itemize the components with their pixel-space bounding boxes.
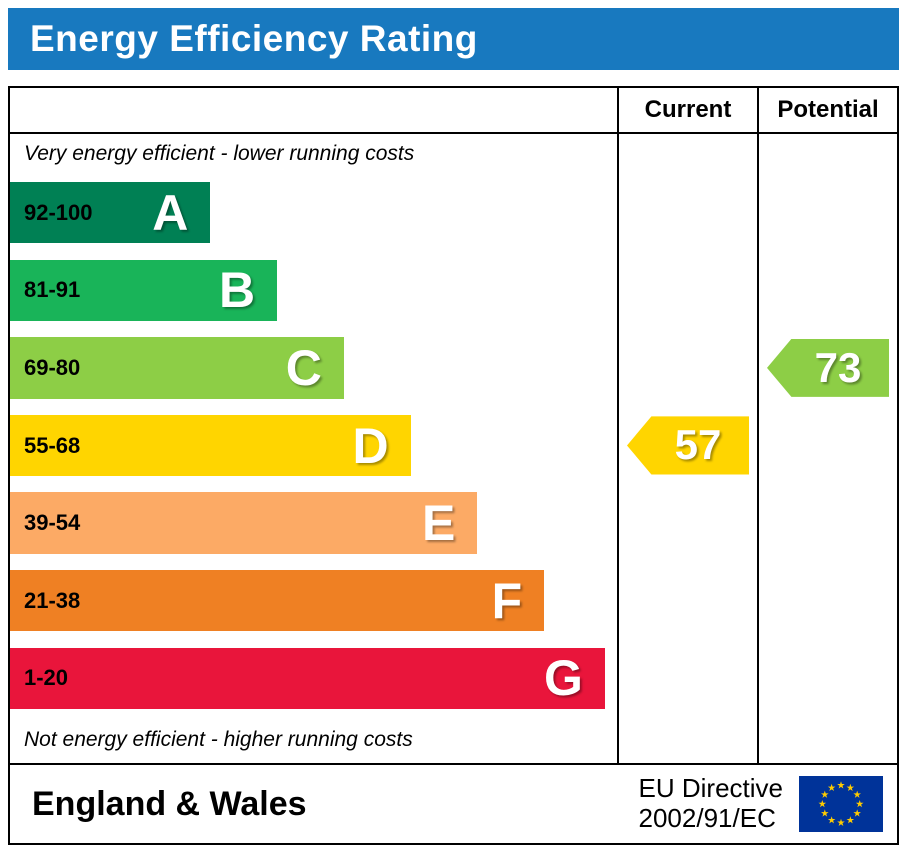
current-column-spacer-top: [619, 134, 757, 174]
band-letter: G: [543, 650, 583, 707]
current-column: 57: [619, 134, 759, 763]
band-bar-e: 39-54 E: [10, 492, 478, 554]
rating-bands: 92-100 A 81-91 B 69-80 C: [10, 174, 617, 717]
potential-column-spacer-bottom: [759, 717, 897, 763]
band-range: 21-38: [24, 587, 81, 613]
eu-directive-text: EU Directive 2002/91/EC: [638, 773, 783, 834]
band-letter: D: [352, 417, 389, 474]
band-letter: A: [152, 184, 189, 241]
band-bar-g: 1-20 G: [10, 647, 605, 709]
band-row-c: 69-80 C: [10, 329, 617, 407]
current-arrow-zone: 57: [619, 174, 757, 717]
potential-column-header: Potential: [759, 88, 897, 134]
eu-directive-line2: 2002/91/EC: [638, 803, 776, 833]
band-letter: B: [218, 262, 256, 319]
band-row-a: 92-100 A: [10, 174, 617, 252]
band-letter: C: [285, 339, 322, 396]
region-label: England & Wales: [32, 784, 307, 823]
band-range: 39-54: [24, 510, 81, 536]
band-range: 81-91: [24, 277, 81, 303]
current-rating-value: 57: [674, 421, 722, 469]
band-letter: E: [422, 495, 456, 552]
band-bar-c: 69-80 C: [10, 337, 344, 399]
current-column-header: Current: [619, 88, 759, 134]
band-range: 92-100: [24, 199, 93, 225]
potential-header-label: Potential: [777, 96, 879, 123]
band-bar-d: 55-68 D: [10, 414, 411, 477]
current-header-label: Current: [644, 96, 732, 123]
current-column-spacer-bottom: [619, 717, 757, 763]
potential-column-spacer-top: [759, 134, 897, 174]
band-bar-f: 21-38 F: [10, 570, 545, 632]
band-letter: F: [491, 572, 523, 629]
title-bar: Energy Efficiency Rating: [8, 8, 899, 70]
band-row-e: 39-54 E: [10, 484, 617, 562]
potential-arrow-zone: 73: [759, 174, 897, 717]
energy-efficiency-chart: Current Potential Very energy efficient …: [8, 86, 899, 845]
potential-column: 73: [759, 134, 897, 763]
band-bar-a: 92-100 A: [10, 182, 211, 244]
band-range: 1-20: [24, 665, 69, 691]
eu-directive-line1: EU Directive: [638, 773, 783, 804]
band-range: 55-68: [24, 432, 81, 458]
band-row-d: 55-68 D: [10, 407, 617, 485]
eu-flag-icon: [799, 776, 883, 832]
band-row-f: 21-38 F: [10, 562, 617, 640]
current-rating-pointer: 57: [627, 416, 749, 475]
potential-rating-pointer: 73: [767, 338, 889, 397]
top-note: Very energy efficient - lower running co…: [24, 142, 415, 165]
band-range: 69-80: [24, 354, 81, 380]
band-row-b: 81-91 B: [10, 252, 617, 330]
bands-area: Very energy efficient - lower running co…: [10, 134, 619, 763]
bottom-note: Not energy efficient - higher running co…: [24, 728, 413, 751]
band-bar-b: 81-91 B: [10, 259, 278, 321]
chart-footer: England & Wales EU Directive 2002/91/EC: [10, 763, 897, 843]
band-row-g: 1-20 G: [10, 639, 617, 717]
header-spacer-cell: [10, 88, 619, 134]
page-title: Energy Efficiency Rating: [30, 18, 478, 59]
potential-rating-value: 73: [814, 343, 862, 391]
